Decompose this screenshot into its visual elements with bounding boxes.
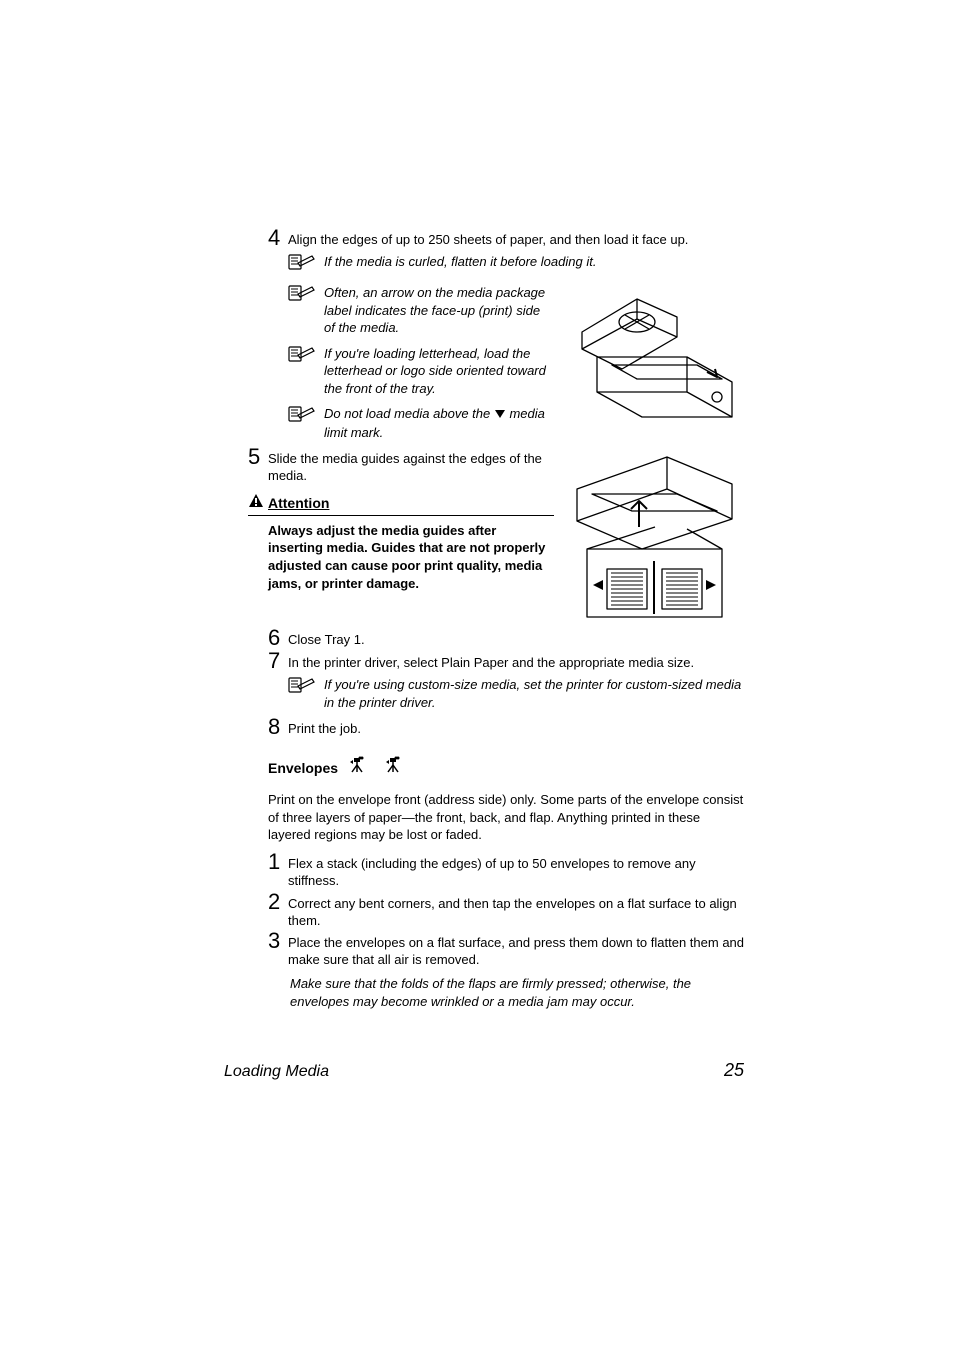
envelopes-heading: Envelopes [268, 756, 744, 779]
note-limit-a: Do not load media above the [324, 406, 494, 421]
note-icon [288, 253, 324, 276]
step-5: 5 Slide the media guides against the edg… [248, 449, 554, 485]
step-number: 1 [268, 851, 288, 873]
printer-tray-guides-diagram [564, 449, 744, 624]
footer-section: Loading Media [224, 1063, 329, 1081]
step-text: Slide the media guides against the edges… [268, 449, 554, 485]
step-6: 6 Close Tray 1. [268, 630, 744, 649]
printer-tray-load-diagram [564, 284, 744, 429]
note-icon [288, 676, 324, 699]
note-letterhead: If you're loading letterhead, load the l… [288, 345, 554, 398]
envelopes-note: Make sure that the folds of the flaps ar… [290, 975, 744, 1010]
step-text: Close Tray 1. [288, 630, 744, 649]
note-icon [288, 284, 324, 307]
note-text: If the media is curled, flatten it befor… [324, 253, 744, 271]
video-icon [384, 756, 402, 779]
note-text: If you're using custom-size media, set t… [324, 676, 744, 711]
step-number: 2 [268, 891, 288, 913]
attention-header: Attention [248, 493, 554, 516]
note-limit: Do not load media above the media limit … [288, 405, 554, 441]
video-icon [348, 756, 366, 779]
note-custom-size: If you're using custom-size media, set t… [288, 676, 744, 711]
manual-page: 4 Align the edges of up to 250 sheets of… [0, 0, 954, 1351]
note-icon [288, 405, 324, 428]
step-number: 3 [268, 930, 288, 952]
step-8: 8 Print the job. [268, 719, 744, 738]
note-text: If you're loading letterhead, load the l… [324, 345, 554, 398]
env-step-1: 1 Flex a stack (including the edges) of … [268, 854, 744, 890]
note-icon [288, 345, 324, 368]
section-title: Envelopes [268, 760, 338, 776]
step-number: 6 [268, 627, 288, 649]
region-notes-with-diagram-1: Often, an arrow on the media package lab… [268, 284, 744, 449]
page-footer: Loading Media 25 [224, 1060, 744, 1081]
step-text: Correct any bent corners, and then tap t… [288, 894, 744, 930]
region-step5-attention: 5 Slide the media guides against the edg… [268, 449, 744, 624]
step-text: Print the job. [288, 719, 744, 738]
step-text: Place the envelopes on a flat surface, a… [288, 933, 744, 969]
step-text: Align the edges of up to 250 sheets of p… [288, 230, 744, 249]
step-number: 8 [268, 716, 288, 738]
note-curled: If the media is curled, flatten it befor… [288, 253, 744, 276]
warning-icon [248, 493, 264, 513]
step-text: In the printer driver, select Plain Pape… [288, 653, 744, 672]
attention-body: Always adjust the media guides after ins… [268, 522, 554, 592]
envelopes-intro: Print on the envelope front (address sid… [268, 791, 744, 844]
attention-label: Attention [268, 495, 329, 511]
step-number: 7 [268, 650, 288, 672]
env-step-2: 2 Correct any bent corners, and then tap… [268, 894, 744, 930]
step-number: 5 [248, 446, 268, 468]
note-text: Do not load media above the media limit … [324, 405, 554, 441]
step-7: 7 In the printer driver, select Plain Pa… [268, 653, 744, 672]
step-4: 4 Align the edges of up to 250 sheets of… [268, 230, 744, 249]
env-step-3: 3 Place the envelopes on a flat surface,… [268, 933, 744, 969]
step-text: Flex a stack (including the edges) of up… [288, 854, 744, 890]
note-arrow: Often, an arrow on the media package lab… [288, 284, 554, 337]
footer-page-number: 25 [724, 1060, 744, 1081]
down-triangle-icon [494, 406, 506, 424]
step-number: 4 [268, 227, 288, 249]
note-text: Often, an arrow on the media package lab… [324, 284, 554, 337]
